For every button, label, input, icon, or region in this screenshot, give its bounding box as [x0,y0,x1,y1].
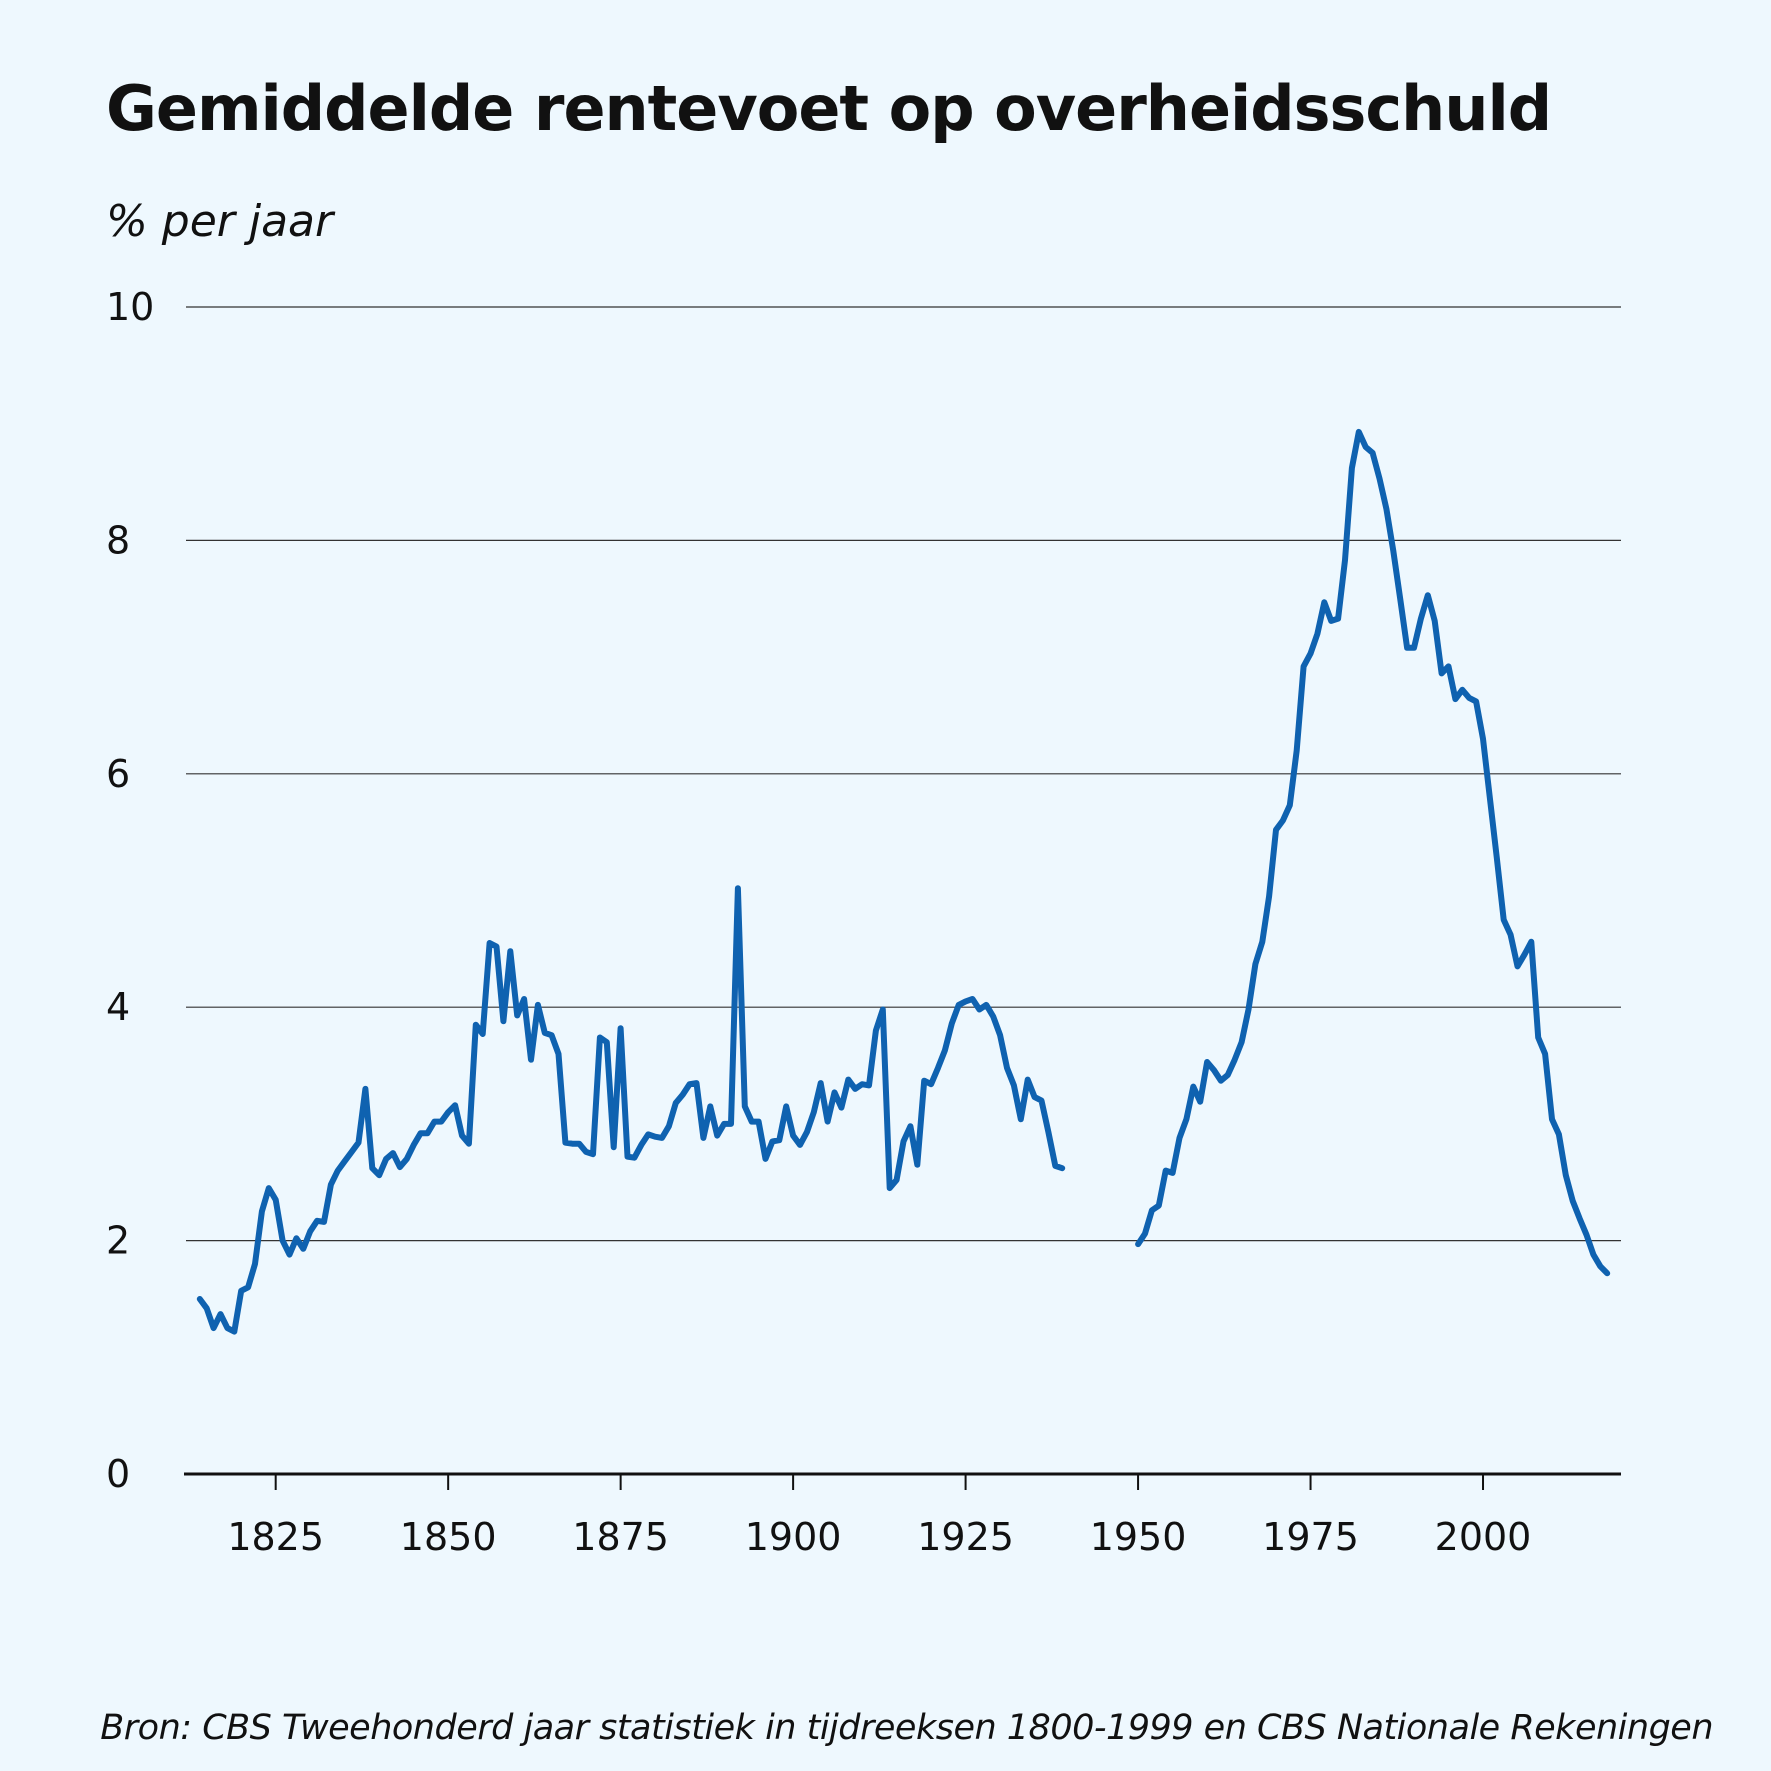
x-tick-label: 1975 [1262,1515,1359,1559]
y-tick-labels: 0 2 4 6 8 10 [106,285,154,1496]
series-line [1135,428,1611,1277]
x-tick-label: 2000 [1435,1515,1532,1559]
source-note: Bron: CBS Tweehonderd jaar statistiek in… [100,1708,1713,1748]
y-tick-label: 10 [106,285,154,329]
data-series [196,428,1611,1335]
gridlines [184,306,1621,1490]
x-tick-label: 1950 [1090,1515,1187,1559]
x-tick-label: 1825 [227,1515,324,1559]
y-tick-label: 2 [106,1219,130,1263]
x-tick-label: 1900 [745,1515,842,1559]
chart-title: Gemiddelde rentevoet op overheidsschuld [106,72,1552,145]
y-tick-label: 6 [106,752,130,796]
y-tick-label: 4 [106,985,130,1029]
x-tick-label: 1850 [400,1515,497,1559]
x-tick-label: 1925 [917,1515,1014,1559]
y-axis-label: % per jaar [106,196,334,247]
x-tick-labels: 1825 1850 1875 1900 1925 1950 1975 2000 [227,1515,1531,1559]
series-line [196,885,1066,1335]
x-tick-label: 1875 [572,1515,669,1559]
y-tick-label: 8 [106,518,130,562]
y-tick-label: 0 [106,1452,130,1496]
